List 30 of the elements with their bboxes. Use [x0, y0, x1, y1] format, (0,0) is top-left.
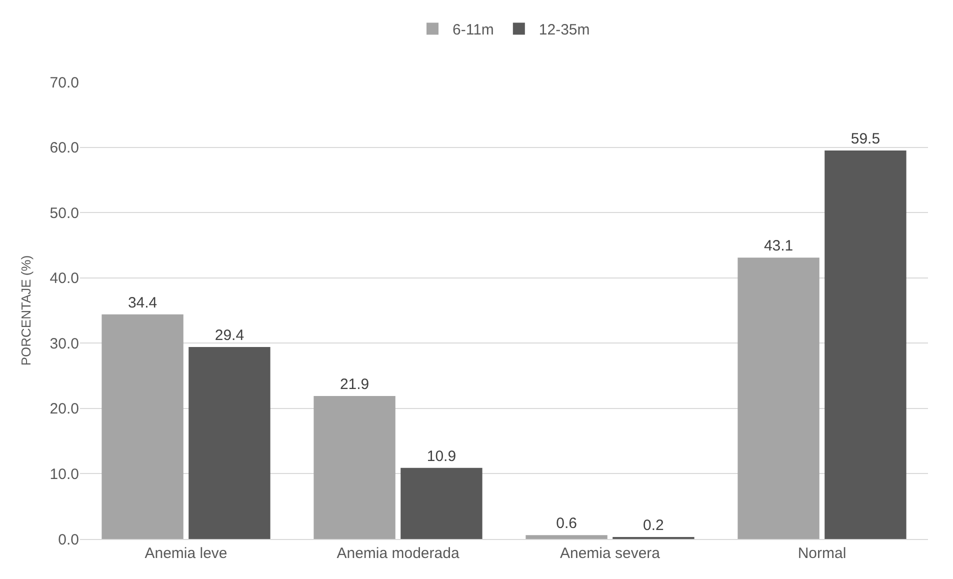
bar [314, 396, 396, 539]
data-label: 0.6 [556, 515, 577, 532]
y-tick-label: 70.0 [50, 74, 79, 92]
legend-label: 6-11m [452, 22, 494, 39]
x-tick-label: Normal [798, 545, 846, 562]
data-label: 21.9 [340, 376, 370, 394]
y-tick-label: 50.0 [50, 204, 79, 222]
bar [824, 150, 906, 539]
data-label: 0.2 [643, 517, 664, 534]
y-axis-title: PORCENTAJE (%) [18, 255, 34, 366]
bar [400, 468, 482, 539]
y-tick-label: 10.0 [50, 466, 79, 483]
bar [526, 535, 608, 539]
y-tick-label: 40.0 [50, 270, 79, 288]
y-tick-label: 0.0 [58, 531, 79, 548]
data-label: 43.1 [764, 238, 794, 255]
bar [738, 258, 820, 539]
y-tick-label: 60.0 [50, 140, 79, 157]
data-label: 29.4 [214, 327, 244, 344]
x-tick-label: Anemia moderada [336, 545, 460, 562]
bar [102, 314, 184, 539]
x-tick-label: Anemia severa [560, 545, 661, 562]
data-label: 59.5 [850, 130, 880, 148]
legend-label: 12-35m [538, 22, 590, 39]
bar [188, 347, 270, 539]
data-label: 34.4 [128, 294, 158, 312]
y-tick-label: 20.0 [50, 400, 79, 418]
data-label: 10.9 [426, 448, 456, 465]
y-tick-label: 30.0 [50, 335, 79, 352]
x-tick-label: Anemia leve [144, 545, 228, 562]
